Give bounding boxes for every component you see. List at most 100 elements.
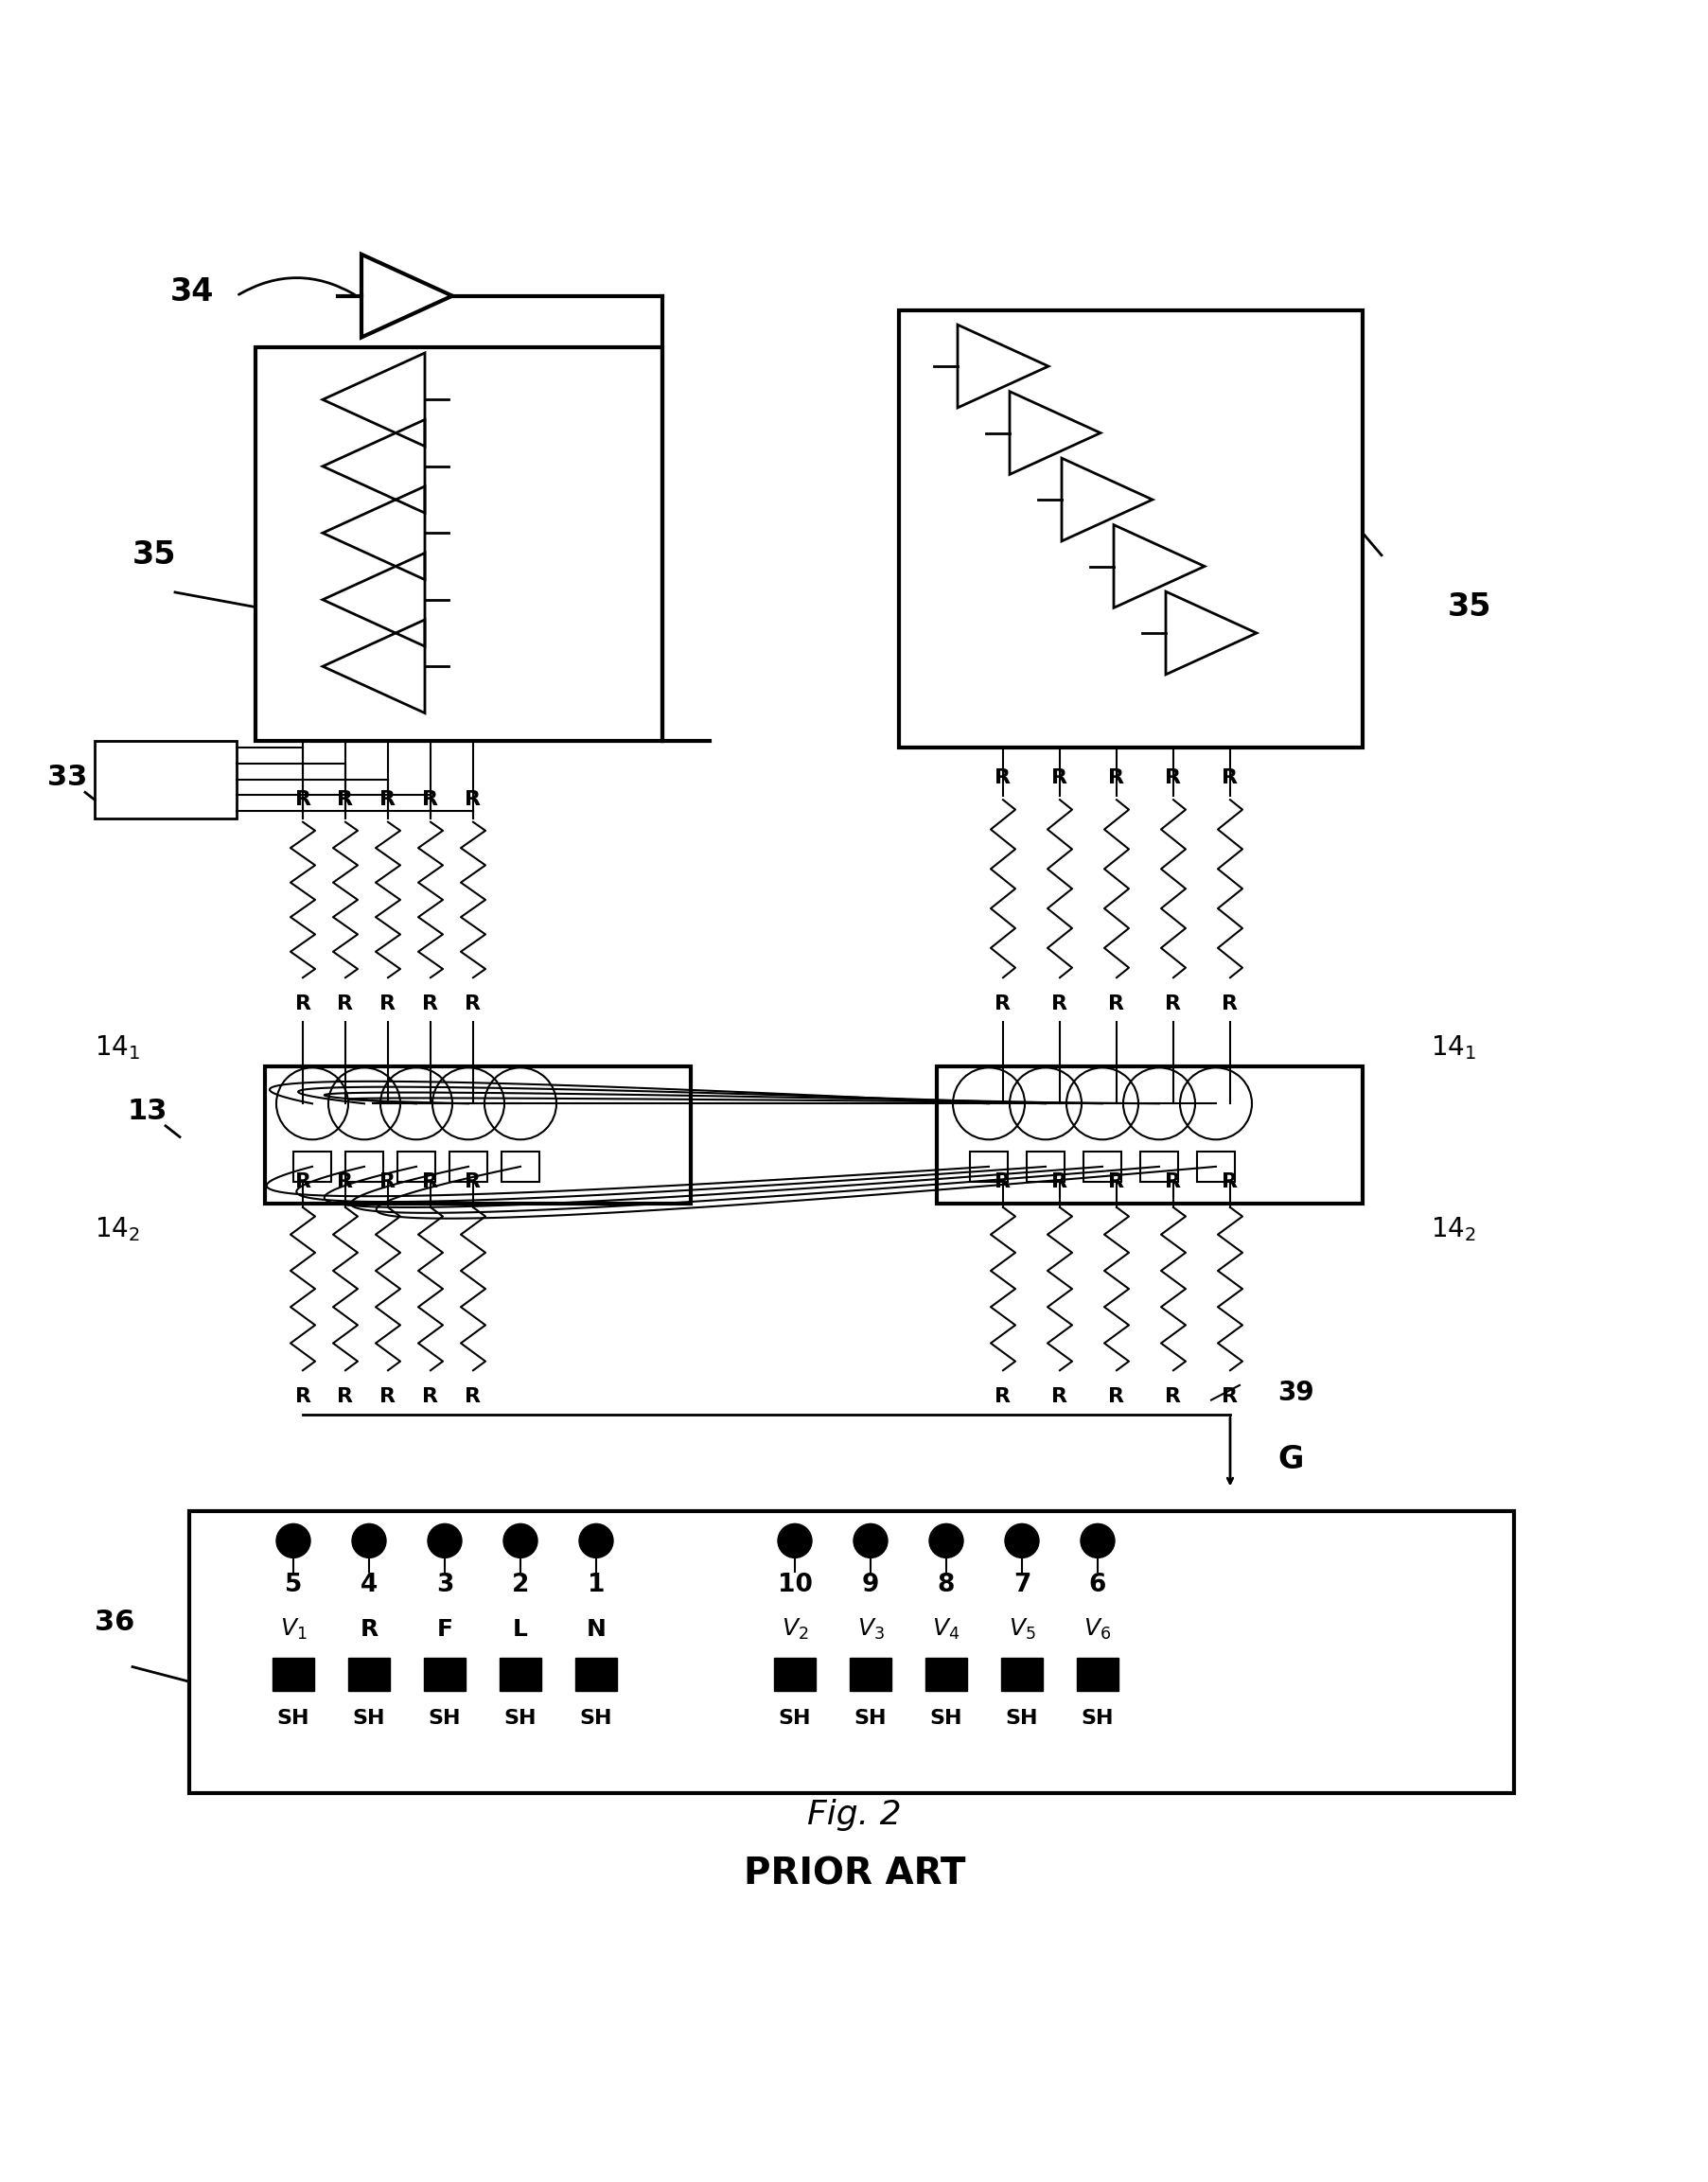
Text: R: R	[465, 995, 482, 1012]
Text: $14_1$: $14_1$	[94, 1034, 140, 1063]
Text: R: R	[1050, 1172, 1068, 1191]
Bar	[1076, 1658, 1117, 1691]
Text: SH: SH	[854, 1709, 886, 1728]
Text: $14_1$: $14_1$	[1430, 1034, 1476, 1063]
Text: L: L	[512, 1619, 528, 1641]
Text: R: R	[294, 1172, 311, 1191]
Text: R: R	[1165, 1388, 1180, 1405]
Bar	[926, 1658, 967, 1691]
Text: R: R	[1050, 1388, 1068, 1405]
Text: N: N	[586, 1619, 606, 1641]
Bar	[936, 1067, 1361, 1204]
Bar	[294, 1152, 331, 1180]
Circle shape	[579, 1523, 613, 1558]
Circle shape	[504, 1523, 538, 1558]
Bar	[500, 1152, 540, 1180]
Text: R: R	[360, 1619, 377, 1641]
Text: R: R	[422, 1172, 439, 1191]
Text: R: R	[379, 790, 396, 810]
Text: R: R	[1165, 768, 1180, 788]
Text: SH: SH	[579, 1709, 611, 1728]
Text: SH: SH	[929, 1709, 962, 1728]
Bar	[774, 1658, 815, 1691]
Text: 8: 8	[938, 1573, 955, 1597]
Text: 35: 35	[133, 539, 176, 572]
Text: R: R	[336, 1388, 354, 1405]
Text: $V_3$: $V_3$	[856, 1617, 883, 1643]
Bar	[576, 1658, 617, 1691]
Text: SH: SH	[504, 1709, 536, 1728]
Text: R: R	[994, 995, 1011, 1012]
Text: SH: SH	[277, 1709, 309, 1728]
Text: R: R	[1050, 768, 1068, 788]
Text: R: R	[294, 1388, 311, 1405]
Text: 7: 7	[1013, 1573, 1030, 1597]
Text: 4: 4	[360, 1573, 377, 1597]
Bar	[348, 1658, 389, 1691]
Bar	[1001, 1658, 1042, 1691]
Text: $14_2$: $14_2$	[94, 1215, 140, 1244]
Text: R: R	[422, 1388, 439, 1405]
Text: 5: 5	[285, 1573, 302, 1597]
Text: F: F	[437, 1619, 453, 1641]
Text: 1: 1	[588, 1573, 605, 1597]
Text: R: R	[1165, 1172, 1180, 1191]
Bar	[898, 310, 1361, 748]
Text: R: R	[422, 790, 439, 810]
Bar	[272, 1658, 314, 1691]
Text: 3: 3	[436, 1573, 453, 1597]
Circle shape	[277, 1523, 311, 1558]
Text: SH: SH	[352, 1709, 384, 1728]
Text: R: R	[379, 1388, 396, 1405]
Bar	[1139, 1152, 1177, 1180]
Bar	[449, 1152, 487, 1180]
Bar	[424, 1658, 465, 1691]
Text: R: R	[336, 995, 354, 1012]
Circle shape	[1079, 1523, 1114, 1558]
Text: 35: 35	[1447, 591, 1491, 622]
Text: $14_2$: $14_2$	[1430, 1215, 1476, 1244]
Text: R: R	[1108, 1388, 1124, 1405]
Text: R: R	[994, 1388, 1011, 1405]
Text: 39: 39	[1278, 1379, 1313, 1405]
Circle shape	[352, 1523, 386, 1558]
Text: 34: 34	[171, 277, 214, 308]
Text: R: R	[379, 1172, 396, 1191]
Circle shape	[1004, 1523, 1038, 1558]
Text: $V_2$: $V_2$	[781, 1617, 808, 1643]
Bar	[398, 1152, 436, 1180]
Text: R: R	[379, 995, 396, 1012]
Text: R: R	[994, 1172, 1011, 1191]
Text: R: R	[465, 790, 482, 810]
Text: R: R	[1108, 1172, 1124, 1191]
Bar	[1027, 1152, 1064, 1180]
Text: R: R	[1221, 1388, 1238, 1405]
Text: SH: SH	[779, 1709, 811, 1728]
Text: 36: 36	[94, 1608, 135, 1636]
Text: R: R	[1165, 995, 1180, 1012]
Text: R: R	[465, 1388, 482, 1405]
Text: R: R	[465, 1172, 482, 1191]
Text: R: R	[294, 790, 311, 810]
Text: PRIOR ART: PRIOR ART	[743, 1857, 965, 1892]
Text: R: R	[336, 1172, 354, 1191]
Bar	[1083, 1152, 1120, 1180]
Text: R: R	[1221, 995, 1238, 1012]
Text: 6: 6	[1088, 1573, 1105, 1597]
Text: 9: 9	[861, 1573, 880, 1597]
Bar	[1196, 1152, 1235, 1180]
Text: $V_4$: $V_4$	[933, 1617, 960, 1643]
Text: SH: SH	[1004, 1709, 1038, 1728]
Bar	[256, 347, 663, 740]
Text: R: R	[1221, 1172, 1238, 1191]
Text: R: R	[1050, 995, 1068, 1012]
Bar	[265, 1067, 690, 1204]
Text: R: R	[994, 768, 1011, 788]
Bar	[94, 740, 236, 818]
Text: SH: SH	[429, 1709, 461, 1728]
Text: 2: 2	[511, 1573, 529, 1597]
Text: 10: 10	[777, 1573, 811, 1597]
Circle shape	[852, 1523, 886, 1558]
Text: $V_6$: $V_6$	[1083, 1617, 1110, 1643]
Text: R: R	[1108, 995, 1124, 1012]
